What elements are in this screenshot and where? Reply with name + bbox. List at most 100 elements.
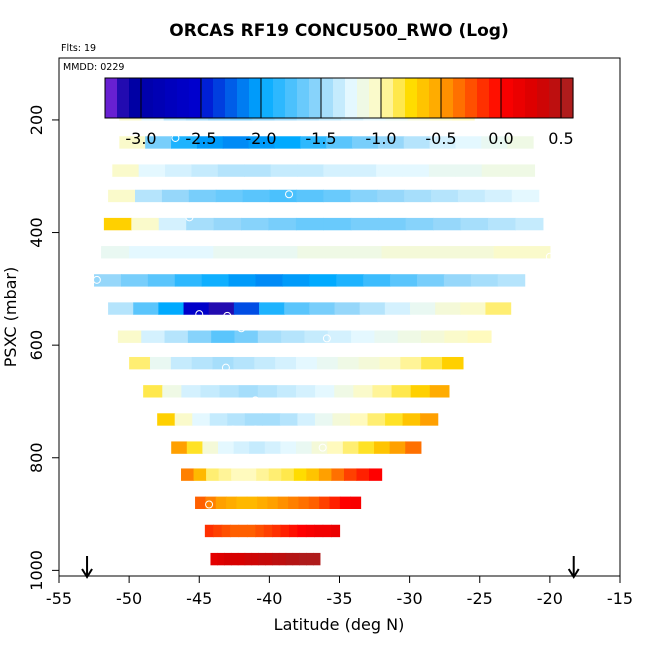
heatmap-cell bbox=[319, 496, 331, 509]
heatmap-cell bbox=[374, 330, 399, 343]
heatmap-cell bbox=[258, 552, 266, 566]
heatmap-cell bbox=[403, 136, 431, 149]
heatmap-cell bbox=[334, 302, 361, 315]
heatmap-cell bbox=[350, 189, 378, 203]
x-axis-label: Latitude (deg N) bbox=[274, 615, 405, 634]
heatmap-cell bbox=[218, 441, 235, 454]
heatmap-cell bbox=[351, 330, 375, 343]
colorbar-segment bbox=[177, 78, 190, 118]
heatmap-cell bbox=[416, 274, 445, 287]
heatmap-cell bbox=[405, 441, 422, 454]
heatmap-cell bbox=[299, 552, 307, 566]
heatmap-cell bbox=[314, 524, 324, 538]
range-marker-arrow bbox=[567, 556, 580, 579]
heatmap-cell bbox=[381, 246, 411, 259]
colorbar-segment bbox=[285, 78, 298, 118]
heatmap-cell bbox=[359, 302, 386, 315]
heatmap-cell bbox=[327, 330, 352, 343]
heatmap-cell bbox=[379, 356, 401, 370]
heatmap-cell bbox=[171, 441, 188, 454]
colorbar-segment bbox=[189, 78, 202, 118]
heatmap-cell bbox=[282, 274, 310, 287]
x-tick-label: -40 bbox=[256, 589, 282, 608]
observation-circle bbox=[223, 311, 232, 320]
colorbar-segment bbox=[525, 78, 538, 118]
heatmap-cell bbox=[117, 330, 142, 343]
heatmap-cell bbox=[267, 496, 279, 509]
heatmap-cell bbox=[268, 468, 282, 481]
heatmap-cell bbox=[101, 246, 130, 259]
heatmap-cell bbox=[210, 552, 218, 566]
heatmap-cell bbox=[391, 385, 412, 398]
heatmap-cell bbox=[219, 385, 240, 398]
heatmap-cell bbox=[470, 274, 499, 287]
heatmap-cell bbox=[165, 164, 193, 177]
heatmap-cell bbox=[306, 468, 320, 481]
colorbar-tick-label: 0.5 bbox=[548, 129, 573, 148]
heatmap-cell bbox=[188, 189, 217, 203]
heatmap-cell bbox=[200, 385, 221, 398]
observation-circle bbox=[237, 324, 246, 333]
observation-circle bbox=[313, 566, 322, 575]
colorbar-segment bbox=[537, 78, 550, 118]
date-label: MMDD: 0229 bbox=[63, 62, 124, 73]
heatmap-cell bbox=[131, 217, 160, 231]
heatmap-cell bbox=[213, 246, 242, 259]
heatmap-cell bbox=[270, 164, 298, 177]
heatmap-cell bbox=[521, 246, 551, 259]
heatmap-cell bbox=[209, 413, 228, 426]
colorbar-segment bbox=[261, 78, 274, 118]
heatmap-cell bbox=[405, 217, 434, 231]
observation-circle bbox=[195, 310, 204, 319]
observation-circle bbox=[545, 252, 554, 261]
heatmap-cell bbox=[493, 246, 523, 259]
observation-circle bbox=[212, 458, 221, 467]
heatmap-cell bbox=[329, 496, 341, 509]
observation-circle bbox=[185, 213, 194, 222]
heatmap-cell bbox=[183, 302, 210, 315]
heatmap-cell bbox=[300, 136, 327, 149]
heatmap-cell bbox=[305, 524, 315, 538]
heatmap-cell bbox=[278, 552, 287, 566]
heatmap-cell bbox=[460, 302, 487, 315]
heatmap-cell bbox=[384, 302, 411, 315]
heatmap-cell bbox=[428, 164, 456, 177]
heatmap-cell bbox=[331, 524, 341, 538]
heatmap-cell bbox=[308, 496, 320, 509]
heatmap-cell bbox=[221, 524, 231, 538]
colorbar-segment bbox=[381, 78, 394, 118]
heatmap-cell bbox=[467, 330, 492, 343]
heatmap-cell bbox=[164, 330, 189, 343]
heatmap-cell bbox=[272, 524, 282, 538]
heatmap-cell bbox=[158, 302, 185, 315]
colorbar-segment bbox=[225, 78, 238, 118]
colorbar-segment bbox=[105, 78, 118, 118]
heatmap-cell bbox=[186, 217, 215, 231]
heatmap-cell bbox=[402, 164, 430, 177]
heatmap-cell bbox=[298, 496, 310, 509]
heatmap-cell bbox=[269, 189, 298, 203]
heatmap-cell bbox=[158, 217, 187, 231]
colorbar-segment bbox=[333, 78, 346, 118]
heatmap-cell bbox=[157, 413, 176, 426]
heatmap-cell bbox=[337, 356, 360, 370]
heatmap-cell bbox=[281, 468, 295, 481]
colorbar-segment bbox=[405, 78, 418, 118]
x-tick-label: -55 bbox=[46, 589, 72, 608]
heatmap-cell bbox=[402, 413, 421, 426]
observation-circle bbox=[265, 566, 274, 575]
heatmap-cell bbox=[339, 496, 351, 509]
colorbar-tick-label: -0.5 bbox=[425, 129, 456, 148]
heatmap-cell bbox=[293, 468, 307, 481]
heatmap-cell bbox=[277, 496, 289, 509]
heatmap-cell bbox=[309, 302, 336, 315]
heatmap-cell bbox=[444, 330, 469, 343]
chart-title: ORCAS RF19 CONCU500_RWO (Log) bbox=[169, 21, 508, 41]
heatmap-cell bbox=[409, 302, 436, 315]
heatmap-cell bbox=[215, 189, 244, 203]
flights-label: Flts: 19 bbox=[61, 43, 96, 54]
heatmap-cell bbox=[334, 385, 354, 398]
heatmap-cell bbox=[174, 413, 193, 426]
colorbar-segment bbox=[309, 78, 322, 118]
colorbar-tick-label: 0.0 bbox=[488, 129, 513, 148]
